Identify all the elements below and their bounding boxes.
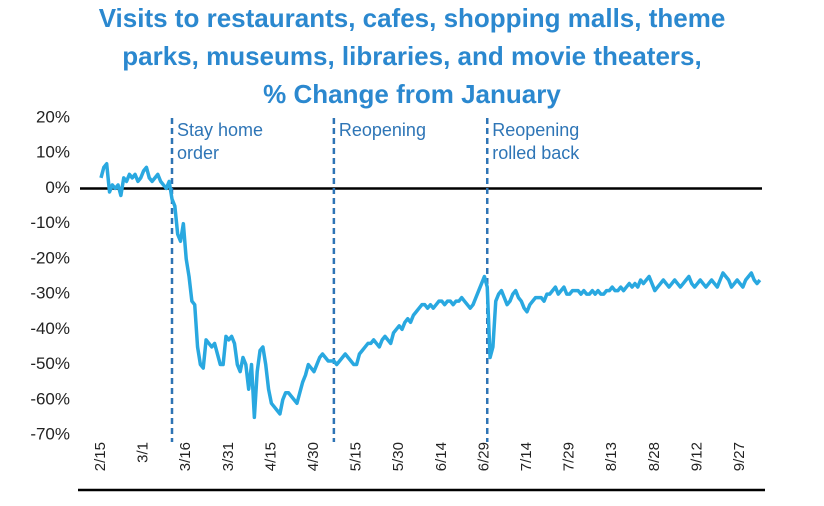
chart-title: % Change from January — [263, 79, 561, 109]
y-tick-label: -20% — [30, 248, 70, 267]
x-tick-label: 7/29 — [561, 442, 578, 471]
chart-title: parks, museums, libraries, and movie the… — [122, 41, 701, 71]
x-tick-label: 6/14 — [433, 442, 450, 471]
annotation: Reopening — [492, 120, 579, 140]
x-tick-label: 4/30 — [305, 442, 322, 471]
x-tick-label: 7/14 — [518, 442, 535, 471]
y-tick-label: -30% — [30, 284, 70, 303]
x-tick-label: 9/27 — [731, 442, 748, 471]
y-tick-label: -10% — [30, 213, 70, 232]
x-tick-label: 5/15 — [348, 442, 365, 471]
x-tick-label: 2/15 — [92, 442, 109, 471]
y-tick-label: -70% — [30, 424, 70, 443]
chart-title: Visits to restaurants, cafes, shopping m… — [99, 3, 726, 33]
x-tick-label: 3/1 — [135, 442, 152, 463]
y-tick-label: 10% — [36, 143, 70, 162]
x-tick-label: 4/15 — [262, 442, 279, 471]
x-tick-label: 5/30 — [390, 442, 407, 471]
y-tick-label: 0% — [45, 178, 70, 197]
y-tick-label: -60% — [30, 389, 70, 408]
y-tick-label: -50% — [30, 354, 70, 373]
x-tick-label: 3/16 — [177, 442, 194, 471]
data-line — [99, 162, 762, 420]
x-tick-label: 8/28 — [646, 442, 663, 471]
annotation: Reopening — [339, 120, 426, 140]
annotation: order — [177, 143, 219, 163]
x-tick-label: 3/31 — [220, 442, 237, 471]
x-tick-label: 9/12 — [688, 442, 705, 471]
annotation: Stay home — [177, 120, 263, 140]
annotation: rolled back — [492, 143, 580, 163]
x-tick-label: 6/29 — [475, 442, 492, 471]
x-tick-label: 8/13 — [603, 442, 620, 471]
y-tick-label: -40% — [30, 319, 70, 338]
y-tick-label: 20% — [36, 107, 70, 126]
